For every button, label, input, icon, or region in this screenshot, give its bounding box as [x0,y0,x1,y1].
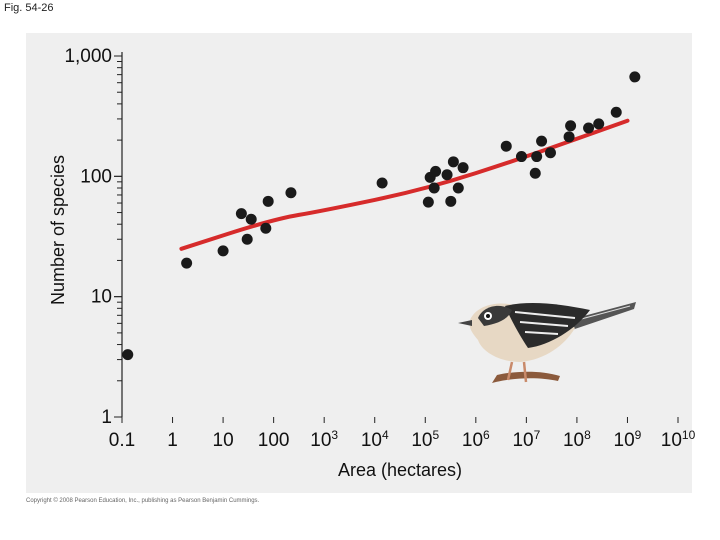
data-point [241,233,253,245]
data-point [452,182,464,194]
data-point [428,182,440,194]
y-axis-title: Number of species [48,155,68,305]
copyright-notice: Copyright © 2008 Pearson Education, Inc.… [26,498,260,504]
data-point [181,257,193,269]
x-tick-label: 107 [512,428,540,451]
data-point [447,156,459,168]
x-tick-label: 1 [167,430,178,451]
x-tick-label: 100 [258,430,290,451]
data-point [445,195,457,207]
data-point [629,71,641,83]
data-point [217,245,229,257]
data-point [583,122,595,134]
data-point [422,196,434,208]
data-point [593,118,605,130]
data-point [536,135,548,147]
x-tick-label: 108 [563,428,591,451]
x-tick-label: 10 [213,430,234,451]
data-point [529,167,541,179]
x-tick-label: 109 [614,428,642,451]
x-tick-label: 105 [411,428,439,451]
data-point [563,131,575,143]
data-point [544,147,556,159]
data-point [565,120,577,132]
plot-panel [26,33,692,493]
y-tick-label: 10 [91,287,112,308]
data-point [515,151,527,163]
trend-line [179,118,630,251]
data-point [122,349,134,361]
x-axis-title: Area (hectares) [338,460,462,480]
y-tick-label: 1,000 [64,46,112,67]
x-tick-label: 103 [310,428,338,451]
y-tick-label: 100 [80,166,112,187]
data-point [610,106,622,118]
data-point [457,162,469,174]
data-point [285,187,297,199]
data-point [376,177,388,189]
data-point [262,195,274,207]
x-tick-label: 0.1 [109,430,135,451]
figure-label: Fig. 54-26 [4,2,54,14]
data-point [235,208,247,220]
y-tick-label: 1 [101,407,112,428]
data-point [245,213,257,225]
data-point [441,169,453,181]
data-point [430,165,442,177]
x-tick-label: 1010 [661,428,696,451]
data-point [260,222,272,234]
x-tick-label: 104 [361,428,389,451]
data-point [500,140,512,152]
data-point [531,151,543,163]
x-tick-label: 106 [462,428,490,451]
